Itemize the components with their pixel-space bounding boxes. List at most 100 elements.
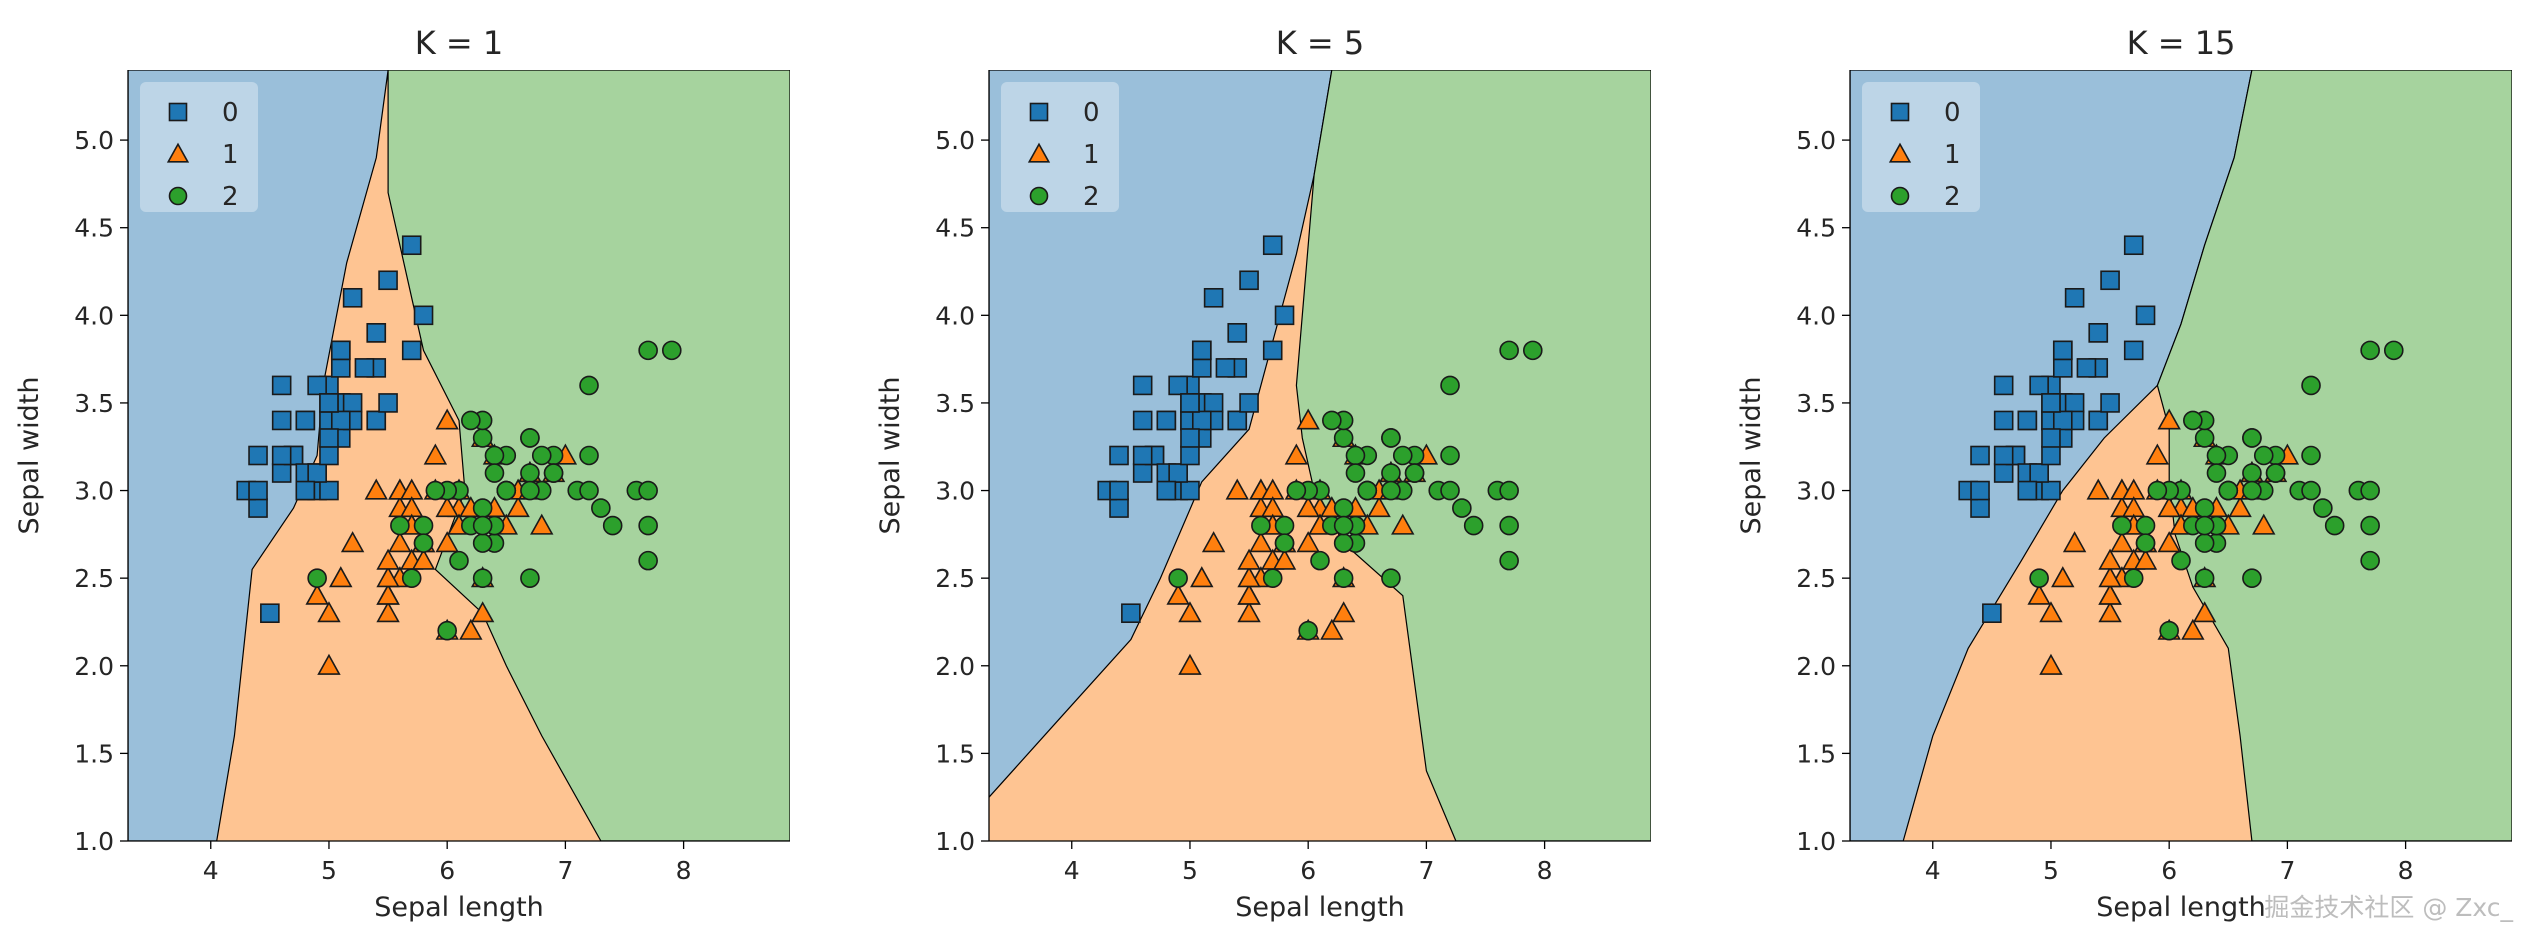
point-class-2 xyxy=(1286,480,1307,501)
point-class-1 xyxy=(2181,618,2205,640)
legend-label: 1 xyxy=(1944,140,1961,170)
y-axis-label: Sepal width xyxy=(14,377,45,535)
data-points xyxy=(236,235,682,675)
point-class-1 xyxy=(423,443,448,465)
x-tick-label: 5 xyxy=(1182,856,1198,885)
legend-label: 0 xyxy=(222,98,239,128)
point-class-0 xyxy=(1191,340,1212,361)
point-class-0 xyxy=(1109,445,1129,466)
point-class-2 xyxy=(2194,515,2215,536)
point-class-2 xyxy=(168,186,188,206)
point-class-1 xyxy=(1284,443,1309,465)
point-class-1 xyxy=(329,566,353,588)
point-class-2 xyxy=(496,480,517,501)
point-class-2 xyxy=(1463,515,1484,536)
point-class-2 xyxy=(531,445,552,466)
point-class-2 xyxy=(472,568,493,588)
point-class-2 xyxy=(2135,515,2156,536)
point-class-1 xyxy=(2228,496,2252,518)
point-class-2 xyxy=(2194,498,2215,518)
chart-panel-1: 4 5 6 7 8 1.0 1.5 2.0 2.5 3.0 3.5 4.0 4.5 5.0 K = 1 Sep… xyxy=(14,24,790,923)
point-class-1 xyxy=(1225,478,1249,500)
point-class-0 xyxy=(366,323,387,343)
data-points xyxy=(1097,235,1543,675)
x-tick-label: 4 xyxy=(1925,856,1941,885)
point-class-0 xyxy=(2017,480,2038,501)
legend-frame xyxy=(140,82,258,212)
point-class-0 xyxy=(2088,410,2109,431)
y-tick-label: 4.0 xyxy=(1796,301,1836,330)
point-class-2 xyxy=(413,515,434,536)
point-class-2 xyxy=(1392,445,1413,466)
point-class-2 xyxy=(413,533,434,553)
point-class-1 xyxy=(376,548,400,570)
x-tick-label: 8 xyxy=(676,856,692,885)
point-class-1 xyxy=(1178,653,1202,675)
point-class-1 xyxy=(1249,531,1273,553)
point-class-2 xyxy=(1440,375,1460,396)
point-class-2 xyxy=(2147,480,2168,501)
chart-title: K = 5 xyxy=(1276,24,1365,62)
point-class-0 xyxy=(295,480,316,501)
y-tick-label: 1.5 xyxy=(74,739,114,768)
point-class-0 xyxy=(2029,375,2049,396)
point-class-2 xyxy=(1345,463,1366,483)
x-axis-label: Sepal length xyxy=(2096,892,2266,923)
point-class-0 xyxy=(401,340,422,361)
y-tick-label: 2.5 xyxy=(1796,564,1836,593)
point-class-2 xyxy=(2206,463,2227,483)
point-class-1 xyxy=(388,531,412,553)
point-class-1 xyxy=(470,601,495,623)
point-class-2 xyxy=(2242,480,2262,501)
point-class-0 xyxy=(307,463,327,483)
x-tick-label: 6 xyxy=(1300,856,1316,885)
point-class-2 xyxy=(1262,568,1283,588)
point-class-2 xyxy=(472,533,493,553)
point-class-1 xyxy=(364,478,388,500)
point-class-0 xyxy=(1191,358,1212,378)
point-class-2 xyxy=(1357,480,1378,501)
point-class-2 xyxy=(390,515,410,536)
point-class-0 xyxy=(2052,358,2073,378)
point-class-1 xyxy=(2027,583,2051,605)
point-class-2 xyxy=(1274,533,1295,553)
point-class-0 xyxy=(1227,410,1248,431)
point-class-0 xyxy=(1890,102,1910,122)
point-class-1 xyxy=(1296,531,1320,553)
point-class-0 xyxy=(2064,287,2085,308)
x-tick-label: 5 xyxy=(2043,856,2059,885)
point-class-1 xyxy=(317,653,341,675)
point-class-1 xyxy=(1296,496,1320,518)
point-class-0 xyxy=(2135,305,2156,326)
point-class-2 xyxy=(2194,533,2215,553)
legend-label: 0 xyxy=(1944,98,1961,128)
point-class-2 xyxy=(520,568,540,588)
point-class-2 xyxy=(1404,463,1425,483)
point-class-0 xyxy=(1262,340,1283,361)
y-tick-label: 3.5 xyxy=(1796,389,1836,418)
x-tick-label: 8 xyxy=(1537,856,1553,885)
point-class-2 xyxy=(1274,515,1295,536)
x-tick-label: 7 xyxy=(557,856,573,885)
y-tick-label: 5.0 xyxy=(74,126,114,155)
point-class-2 xyxy=(1499,550,1519,571)
point-class-1 xyxy=(506,496,530,518)
y-tick-label: 1.0 xyxy=(74,827,114,856)
point-class-1 xyxy=(435,408,459,430)
point-class-0 xyxy=(271,410,292,431)
chart-title: K = 15 xyxy=(2127,24,2236,62)
point-class-2 xyxy=(638,340,658,361)
point-class-2 xyxy=(579,445,599,466)
point-class-2 xyxy=(2242,463,2262,483)
legend-label: 0 xyxy=(1083,98,1100,128)
point-class-2 xyxy=(520,428,540,448)
point-class-0 xyxy=(1215,358,1236,378)
y-tick-label: 3.5 xyxy=(935,389,975,418)
point-class-2 xyxy=(2123,568,2144,588)
point-class-0 xyxy=(342,287,363,308)
point-class-1 xyxy=(1027,142,1051,163)
point-class-0 xyxy=(1262,235,1283,256)
y-tick-label: 2.0 xyxy=(935,652,975,681)
point-class-1 xyxy=(2192,601,2217,623)
point-class-2 xyxy=(2112,515,2132,536)
